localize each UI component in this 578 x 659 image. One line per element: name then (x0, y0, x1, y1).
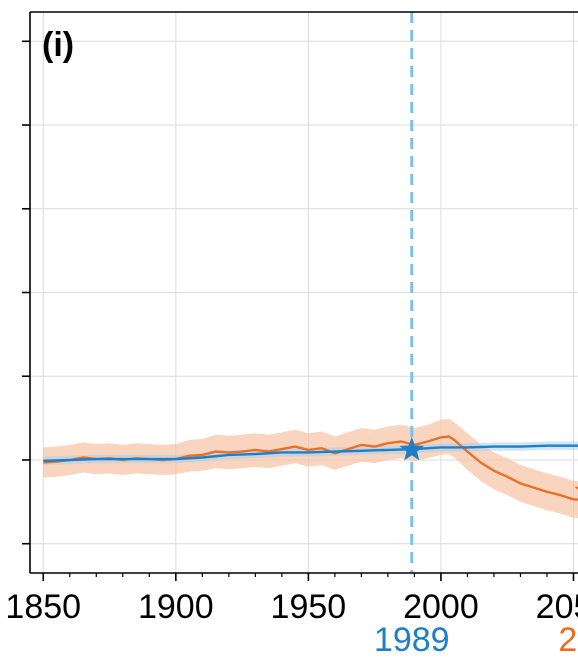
x-tick-label: 1850 (5, 588, 81, 626)
series-line (43, 444, 578, 462)
gridlines (30, 12, 578, 573)
series-lines (43, 435, 578, 501)
axes (22, 11, 578, 581)
marker-year-label: 1989 (374, 621, 450, 659)
x-tick-label: 1950 (271, 588, 347, 626)
uncertainty-bands (43, 418, 578, 519)
marker-star (574, 486, 578, 490)
marker-stars (399, 436, 578, 490)
panel-label: (i) (42, 26, 74, 64)
x-tick-label: 2050 (536, 588, 578, 626)
marker-year-label: 205 (558, 621, 578, 659)
marker-year-labels: 1989 205 (374, 621, 578, 659)
x-tick-labels: 1850 1900 1950 2000 2050 (5, 588, 578, 626)
marker-vertical-lines (410, 12, 414, 573)
series-band (43, 418, 578, 519)
x-tick-label: 1900 (138, 588, 214, 626)
marker-star (399, 436, 425, 461)
x-tick-label: 2000 (403, 588, 479, 626)
